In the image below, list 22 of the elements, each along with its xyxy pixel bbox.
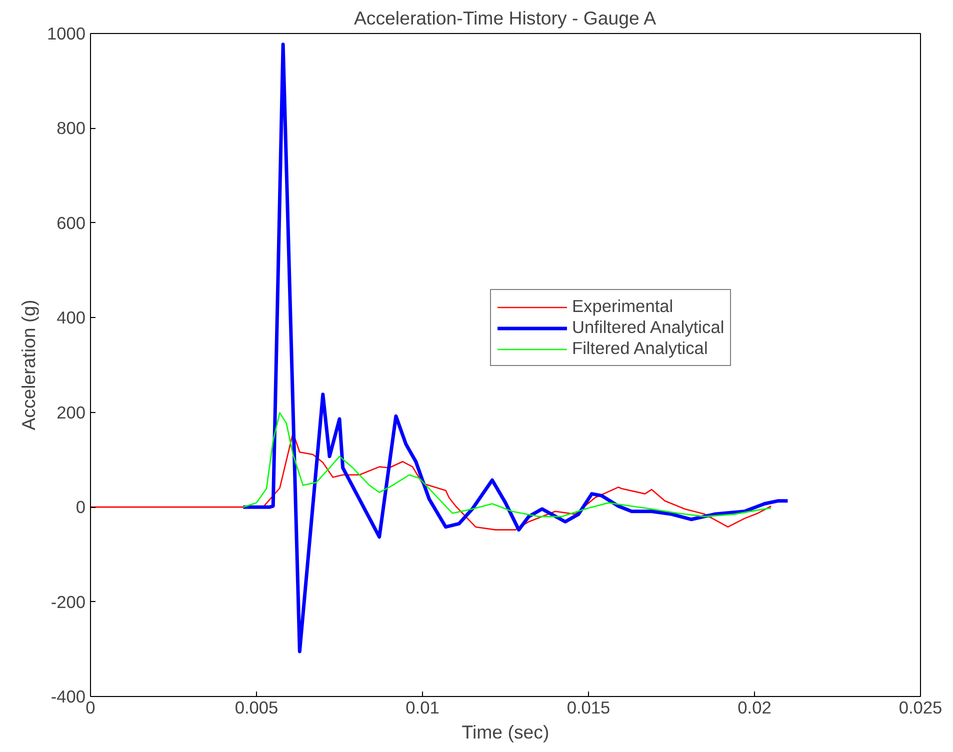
x-tick-label: 0.015 bbox=[566, 698, 610, 718]
x-tick-label: 0.005 bbox=[234, 698, 278, 718]
x-tick-label: 0.025 bbox=[898, 698, 942, 718]
x-tick-label: 0.02 bbox=[738, 698, 772, 718]
x-axis-title: Time (sec) bbox=[462, 722, 550, 742]
line-series bbox=[242, 412, 772, 518]
y-tick-label: -400 bbox=[50, 686, 86, 706]
y-axis-title: Acceleration (g) bbox=[18, 300, 39, 430]
y-tick-label: 1000 bbox=[46, 24, 86, 44]
y-tick-label: -200 bbox=[50, 592, 86, 612]
line-series bbox=[90, 432, 772, 530]
y-tick-label: 600 bbox=[56, 212, 86, 233]
x-tick-label: 0.01 bbox=[406, 698, 440, 718]
line-series bbox=[241, 42, 790, 654]
y-tick-label: 400 bbox=[56, 308, 86, 328]
legend-label: Filtered Analytical bbox=[572, 338, 708, 359]
y-tick-label: 800 bbox=[56, 118, 86, 138]
legend-label: Unfiltered Analytical bbox=[572, 317, 724, 338]
y-tick-label: 0 bbox=[76, 497, 86, 518]
chart-title: Acceleration-Time History - Gauge A bbox=[354, 8, 657, 28]
y-tick-label: 200 bbox=[56, 402, 86, 422]
legend-label: Experimental bbox=[572, 296, 674, 317]
